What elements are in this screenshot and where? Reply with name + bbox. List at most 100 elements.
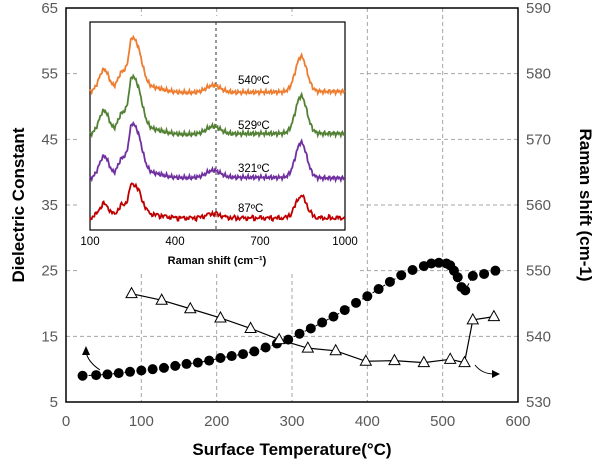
- raman-point: [183, 301, 197, 314]
- x-axis-title: Surface Temperature(°C): [192, 440, 391, 459]
- dielectric-point: [426, 258, 437, 269]
- dielectric-point: [192, 357, 203, 368]
- right-axis-arrow: [474, 364, 495, 375]
- x-tick-label: 100: [129, 413, 154, 430]
- y2-tick-label: 540: [526, 328, 551, 345]
- dielectric-point: [339, 305, 350, 316]
- dielectric-point: [373, 284, 384, 295]
- y2-tick-labels: 530 540 550 560 570 580 590: [526, 0, 551, 411]
- y-tick-label: 65: [41, 0, 58, 17]
- y-tick-label: 55: [41, 66, 58, 83]
- inset-curves: [89, 34, 346, 223]
- inset-x-tick-label: 400: [165, 236, 184, 248]
- inset-curve-labels: 540ºC 529ºC 321ºC 87ºC: [238, 75, 270, 215]
- y-tick-label: 35: [41, 197, 58, 214]
- y2-tick-label: 530: [526, 394, 551, 411]
- y2-axis-title: Raman shift (cm-1): [576, 128, 595, 281]
- inset-curve: [89, 34, 346, 97]
- dielectric-point: [226, 351, 237, 362]
- raman-point: [487, 309, 501, 322]
- dielectric-point: [181, 358, 192, 369]
- dielectric-point: [294, 328, 305, 339]
- x-tick-label: 500: [430, 413, 455, 430]
- raman-point: [466, 312, 480, 325]
- y-axis-title: Dielectric Constant: [9, 127, 28, 282]
- inset-x-tick-label: 700: [250, 236, 269, 248]
- dielectric-point: [384, 276, 395, 287]
- dielectric-point: [102, 369, 113, 380]
- raman-point: [301, 341, 315, 353]
- dielectric-point: [215, 353, 226, 364]
- dielectric-point: [113, 368, 124, 379]
- dielectric-point: [460, 285, 471, 296]
- inset-x-axis-title: Raman shift (cm⁻¹): [168, 255, 267, 267]
- y-tick-label: 45: [41, 131, 58, 148]
- y2-tick-label: 580: [526, 66, 551, 83]
- raman-point: [417, 355, 431, 368]
- raman-point: [359, 354, 373, 366]
- x-tick-labels: 0 100 200 300 400 500 600: [62, 413, 531, 430]
- raman-point: [329, 343, 343, 356]
- inset-curve-label: 321ºC: [238, 163, 270, 175]
- inset-x-tick-label: 100: [80, 236, 99, 248]
- raman-point: [458, 355, 471, 368]
- y-tick-label: 15: [41, 328, 58, 345]
- y-tick-label: 5: [50, 394, 58, 411]
- inset-x-tick-label: 1000: [332, 236, 358, 248]
- inset-frame: [89, 21, 346, 231]
- dielectric-point: [158, 362, 169, 373]
- y2-tick-label: 560: [526, 197, 551, 214]
- series-dielectric-constant: [77, 257, 501, 381]
- raman-point: [443, 352, 457, 364]
- inset-raman-spectra: 540ºC 529ºC 321ºC 87ºC 100 400 700 1000 Raman …: [78, 16, 358, 274]
- dielectric-point: [433, 257, 444, 268]
- dielectric-point: [204, 355, 215, 366]
- dielectric-point: [147, 364, 158, 375]
- x-tick-label: 0: [62, 413, 70, 430]
- raman-point: [388, 353, 401, 366]
- raman-point: [155, 293, 169, 305]
- dielectric-point: [317, 317, 328, 328]
- right-axis-arrowhead: [492, 370, 500, 378]
- inset-curve: [89, 73, 346, 140]
- dielectric-point: [305, 323, 316, 334]
- dielectric-point: [260, 342, 271, 353]
- main-plot-frame: [65, 7, 519, 403]
- dielectric-line: [82, 262, 496, 377]
- dielectric-point: [452, 272, 463, 283]
- inset-curve-label: 529ºC: [238, 120, 270, 132]
- inset-curve-label: 87ºC: [238, 203, 263, 215]
- raman-point: [125, 286, 138, 299]
- x-tick-label: 400: [355, 413, 380, 430]
- y2-tick-label: 570: [526, 131, 551, 148]
- y2-tick-label: 550: [526, 263, 551, 280]
- dielectric-point: [328, 311, 339, 322]
- dielectric-point: [238, 349, 249, 360]
- x-tick-label: 200: [204, 413, 229, 430]
- raman-point: [272, 332, 286, 345]
- inset-curve: [89, 182, 346, 223]
- series-raman-shift: [125, 286, 501, 368]
- dielectric-point: [170, 360, 181, 371]
- x-tick-label: 600: [505, 413, 530, 430]
- dielectric-point: [490, 265, 501, 276]
- dielectric-point: [396, 270, 407, 281]
- x-tick-label: 300: [279, 413, 304, 430]
- dielectric-point: [407, 265, 418, 276]
- dielectric-point: [479, 268, 490, 279]
- dielectric-point: [136, 365, 147, 376]
- inset-curve: [89, 120, 346, 184]
- dielectric-point: [467, 270, 478, 281]
- dielectric-point: [362, 291, 373, 302]
- y-tick-labels: 5 15 25 35 45 55 65: [41, 0, 58, 411]
- inset-x-tick-labels: 100 400 700 1000: [80, 236, 357, 248]
- dielectric-point: [418, 261, 429, 272]
- left-axis-arrowhead: [82, 346, 90, 355]
- raman-point: [244, 321, 257, 333]
- inset-background: [78, 16, 358, 274]
- dielectric-point: [77, 370, 88, 381]
- dielectric-point: [91, 370, 102, 381]
- y2-tick-label: 590: [526, 0, 551, 17]
- dielectric-point: [351, 297, 362, 308]
